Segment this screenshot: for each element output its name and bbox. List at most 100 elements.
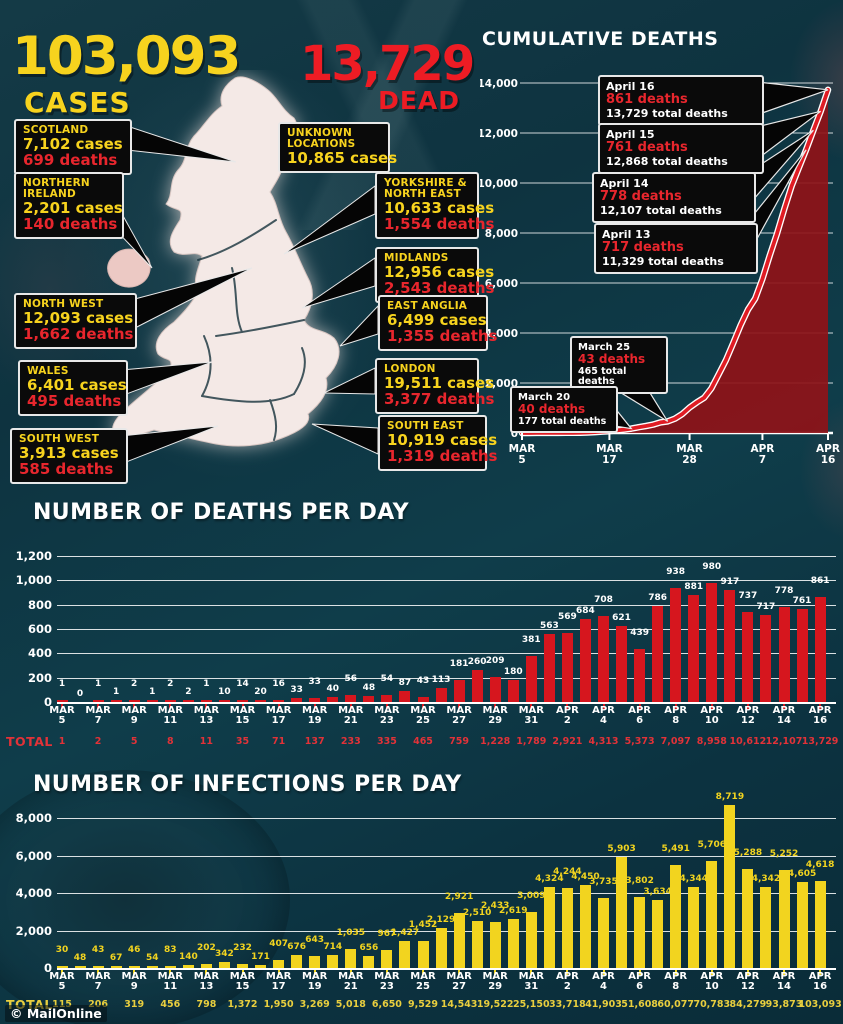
x-tick-month: APR: [664, 705, 688, 716]
y-gridline: [57, 818, 836, 819]
x-tick-day: 29: [488, 981, 503, 992]
x-tick-label: MAR 15: [223, 972, 263, 992]
x-tick-month: APR: [592, 705, 615, 716]
deaths-per-day-chart: 1,200 1,000 800 600 400 200 0 1 0 1 1 2 1 2 2 1 10 14 20 16…: [0, 548, 843, 778]
bar-value-label: 202: [196, 943, 216, 954]
bar-day-17: [363, 696, 375, 702]
annotation-date: March 20: [518, 392, 571, 403]
region-callout-north-west: NORTH WEST 12,093 cases 1,662 deaths: [14, 293, 137, 349]
bar-day-6: [164, 966, 176, 968]
x-tick-mark: [97, 704, 100, 709]
total-value: 70,783: [693, 999, 731, 1010]
total-value: 103,093: [798, 999, 842, 1010]
total-value: 2,921: [552, 736, 583, 747]
region-callout-unknown: UNKNOWN LOCATIONS 10,865 cases: [278, 122, 397, 173]
y-tick-label: 0: [43, 961, 52, 975]
x-tick-label: APR 14: [764, 972, 804, 992]
annotation-date: April 16: [606, 80, 655, 93]
bar-value-label: 737: [738, 591, 758, 602]
x-tick-month: APR: [700, 705, 724, 716]
x-tick-month: MAR: [265, 971, 292, 982]
region-deaths: 140 deaths: [23, 214, 118, 233]
x-tick-day: 12: [740, 981, 755, 992]
total-value: 798: [196, 999, 217, 1010]
x-tick-month: APR: [808, 971, 832, 982]
x-tick-mark: [169, 704, 172, 709]
x-tick-label: MAR 5: [42, 972, 82, 992]
total-value: 12,107: [765, 736, 803, 747]
x-tick-label: MAR 11: [150, 972, 190, 992]
bar-value-label: 676: [287, 942, 307, 953]
x-tick-mark: [169, 970, 172, 975]
y-tick-label: 1,200: [15, 549, 52, 563]
bar-day-15: [327, 697, 339, 702]
region-cases: 10,919 cases: [387, 431, 498, 450]
bar-value-label: 5,252: [769, 848, 799, 859]
bar-day-38: [742, 612, 754, 702]
region-cases: 12,093 cases: [23, 309, 134, 328]
x-tick-mark: [205, 970, 208, 975]
annotation-mar20: March 20 40 deaths 177 total deaths: [510, 386, 618, 434]
x-tick-label: MAR 28: [676, 443, 703, 466]
bar-day-27: [543, 633, 555, 702]
total-value: 93,873: [765, 999, 803, 1010]
y-tick-label: 10,000: [480, 178, 518, 190]
x-tick-mark: [819, 970, 822, 975]
x-tick-month: MAR: [229, 705, 256, 716]
bar-value-label: 260: [467, 657, 487, 668]
region-cases: 6,401 cases: [27, 376, 127, 395]
annotation-apr15: April 15 761 deaths 12,868 total deaths: [598, 123, 764, 175]
bar-day-14: [309, 697, 321, 702]
total-value: 9,529: [407, 999, 439, 1010]
bar-day-32: [634, 896, 646, 968]
total-value: 5,018: [335, 999, 366, 1010]
x-tick-mark: [674, 970, 677, 975]
x-tick-day: 11: [163, 981, 178, 992]
x-tick-label: APR 16: [816, 443, 840, 466]
total-value: 8: [166, 736, 174, 747]
bar-value-label: 4,450: [571, 871, 600, 882]
region-callout-yorkshire-north-east: YORKSHIRE & NORTH EAST 10,633 cases 1,554 …: [375, 172, 494, 239]
bar-value-label: 407: [269, 939, 288, 950]
bar-day-21: [435, 928, 447, 968]
x-tick-mark: [422, 704, 424, 709]
region-deaths: 2,543 deaths: [384, 278, 495, 297]
bar-value-label: 171: [251, 951, 270, 962]
bar-value-label: 4,344: [679, 873, 708, 884]
bar-value-label: 5,491: [661, 844, 690, 855]
bar-value-label: 861: [810, 576, 830, 587]
bar-day-15: [327, 954, 339, 968]
x-tick-label: APR 10: [692, 706, 732, 726]
x-tick-mark: [710, 970, 713, 975]
bar-day-18: [381, 949, 393, 968]
bar-value-label: 48: [73, 953, 87, 963]
bar-value-label: 2,129: [426, 915, 456, 926]
bar-value-label: 4,605: [787, 868, 817, 879]
total-value: 1,228: [480, 736, 511, 747]
x-tick-mark: [530, 704, 533, 709]
x-tick-month: MAR: [374, 705, 400, 716]
x-tick-label: MAR 23: [367, 972, 407, 992]
bar-day-33: [652, 606, 664, 702]
bar-value-label: 1: [113, 687, 120, 697]
x-tick-label: APR 8: [656, 706, 696, 726]
bar-day-32: [634, 648, 646, 702]
x-tick-month: MAR: [157, 705, 183, 716]
total-value: 41,903: [585, 999, 622, 1010]
bar-day-5: [146, 700, 158, 702]
total-value: 5: [130, 736, 138, 747]
x-tick-mark: [277, 970, 280, 975]
bar-value-label: 40: [326, 684, 340, 695]
bar-value-label: 180: [503, 667, 523, 678]
y-tick-label: 2,000: [15, 923, 52, 938]
x-tick-day: 21: [343, 715, 358, 726]
region-name: EAST ANGLIA: [387, 300, 468, 312]
bar-day-19: [399, 691, 411, 702]
x-tick-month: MAR: [265, 705, 292, 716]
y-gridline: [57, 855, 836, 857]
region-deaths: 699 deaths: [23, 150, 118, 169]
x-tick-label: APR 4: [584, 972, 624, 992]
x-tick-mark: [638, 970, 641, 975]
x-tick-label: MAR 17: [596, 443, 623, 466]
bar-day-34: [670, 587, 682, 702]
